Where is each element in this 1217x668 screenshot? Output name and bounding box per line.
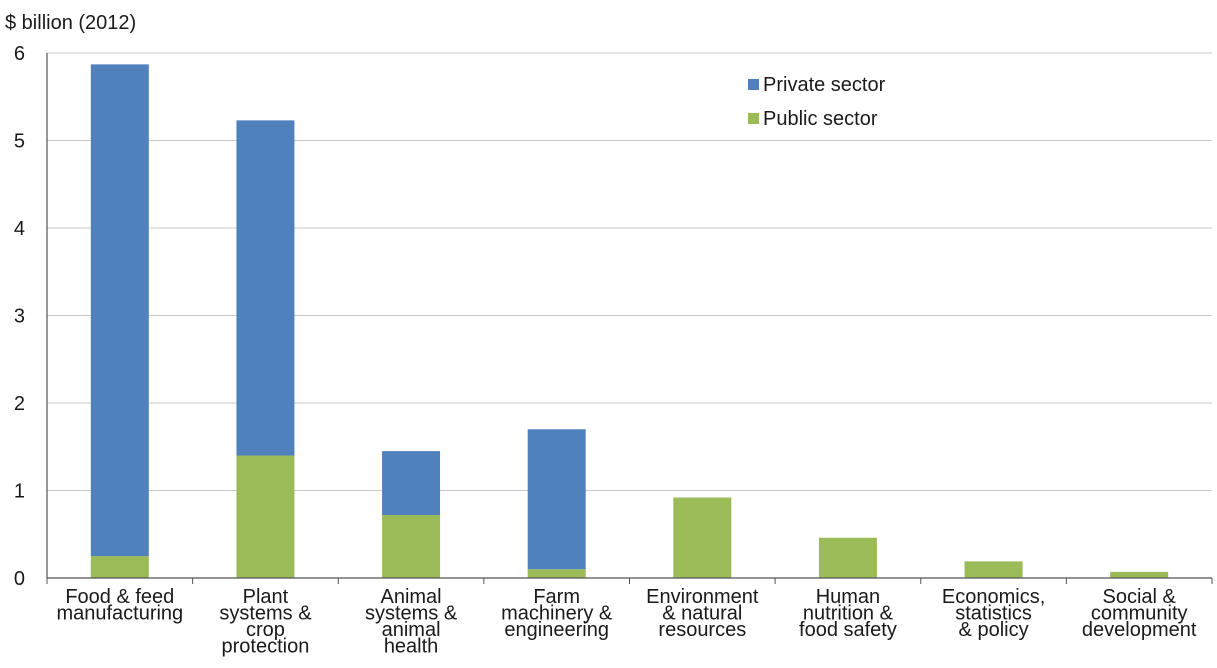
bar-public-sector xyxy=(527,569,586,578)
y-tick-label: 5 xyxy=(14,131,25,153)
bar-public-sector xyxy=(673,497,732,578)
y-tick-label: 0 xyxy=(14,568,25,590)
x-tick-label: Animal systems & animal health xyxy=(365,586,458,658)
legend-swatch-public-sector xyxy=(748,113,759,124)
x-tick-labels: Food & feed manufacturing Plant systems & cr… xyxy=(56,586,1196,658)
y-tick-label: 2 xyxy=(14,393,25,415)
axes xyxy=(46,53,1213,584)
bar-private-sector xyxy=(90,64,149,557)
x-tick-label: Food & feed manufacturing xyxy=(56,586,183,625)
legend-swatch-private-sector xyxy=(748,79,759,90)
x-tick-label: Economics, statistics & policy xyxy=(942,586,1045,641)
x-tick-label: Human nutrition & food safety xyxy=(799,586,897,641)
x-tick-label: Environment & natural resources xyxy=(646,586,759,641)
bar-private-sector xyxy=(382,451,441,515)
y-tick-label: 1 xyxy=(14,481,25,503)
y-tick-label: 6 xyxy=(14,43,25,65)
bar-public-sector xyxy=(236,455,295,578)
bar-public-sector xyxy=(90,556,149,578)
bar-private-sector xyxy=(236,120,295,456)
legend-label-private-sector: Private sector xyxy=(763,74,886,96)
x-tick-label: Farm machinery & engineering xyxy=(501,586,613,641)
x-tick-label: Social & community development xyxy=(1082,586,1197,641)
gridlines xyxy=(47,52,1212,491)
bar-public-sector xyxy=(818,537,877,578)
x-tick-label: Plant systems & crop protection xyxy=(219,586,312,658)
y-axis-label: $ billion (2012) xyxy=(5,12,136,34)
legend-label-public-sector: Public sector xyxy=(763,108,878,130)
bar-public-sector xyxy=(1110,571,1169,578)
bars xyxy=(90,64,1169,578)
y-tick-label: 3 xyxy=(14,306,25,328)
bar-public-sector xyxy=(382,515,441,578)
legend: Private sector Public sector xyxy=(748,74,886,130)
bar-private-sector xyxy=(527,429,586,570)
y-tick-labels: 0 1 2 3 4 5 6 xyxy=(14,43,25,590)
bar-public-sector xyxy=(964,561,1023,578)
y-tick-label: 4 xyxy=(14,218,25,240)
